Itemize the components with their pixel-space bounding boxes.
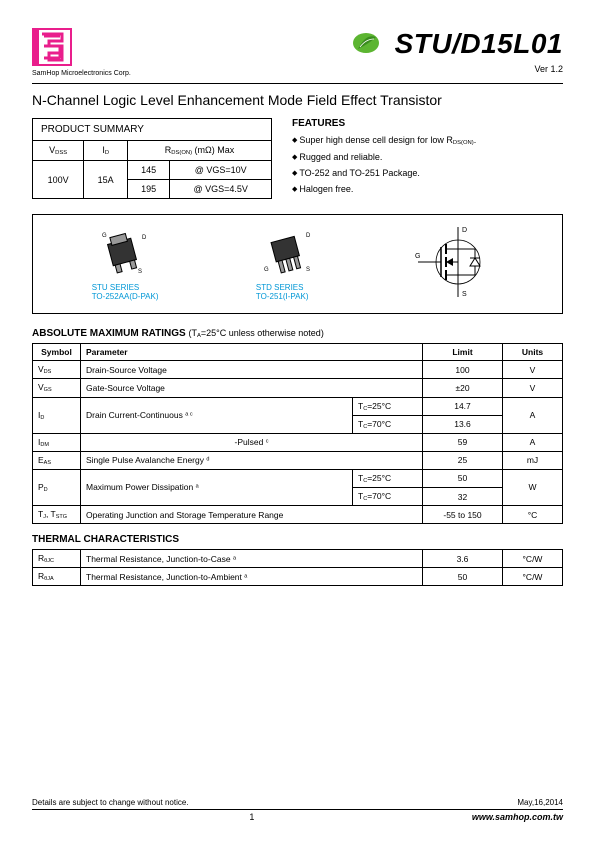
table-row: IDM -Pulsed c 59 A [33, 433, 563, 451]
page-subtitle: N-Channel Logic Level Enhancement Mode F… [32, 92, 563, 108]
std-label2: TO-251(I-PAK) [256, 292, 316, 302]
feature-item: Rugged and reliable. [292, 152, 563, 162]
svg-text:G: G [415, 253, 420, 260]
ipak-icon: G D S [256, 227, 316, 277]
table-row: VDS Drain-Source Voltage 100 V [33, 361, 563, 379]
dpak-icon: G D S [92, 227, 152, 277]
package-stu: G D S STU SERIES TO-252AA(D-PAK) [92, 227, 159, 302]
page-header: SamHop Microelectronics Corp. STU/D15L01… [32, 28, 563, 77]
summary-col-id: ID [84, 141, 128, 161]
mosfet-symbol-icon: D G S [413, 222, 503, 302]
summary-rds1: 145 [128, 161, 170, 180]
std-label1: STD SERIES [256, 283, 316, 293]
feature-item: TO-252 and TO-251 Package. [292, 168, 563, 178]
abs-max-table: Symbol Parameter Limit Units VDS Drain-S… [32, 343, 563, 524]
svg-text:S: S [306, 267, 310, 273]
svg-text:D: D [462, 227, 467, 234]
company-logo-icon [32, 28, 72, 66]
version-label: Ver 1.2 [350, 64, 563, 74]
features-title: FEATURES [292, 118, 563, 129]
footer-url: www.samhop.com.tw [472, 812, 563, 822]
svg-text:S: S [138, 269, 142, 275]
part-number: STU/D15L01 [395, 28, 563, 60]
table-row: TJ, TSTG Operating Junction and Storage … [33, 506, 563, 524]
footer-disclaimer: Details are subject to change without no… [32, 798, 189, 807]
leaf-icon [350, 29, 382, 60]
table-row: PD Maximum Power Dissipation a TC=25°C 5… [33, 469, 563, 487]
svg-text:S: S [462, 291, 467, 298]
features-block: FEATURES Super high dense cell design fo… [292, 118, 563, 200]
summary-rds2: 195 [128, 180, 170, 199]
thermal-table: RθJC Thermal Resistance, Junction-to-Cas… [32, 549, 563, 586]
summary-col-rds: RDS(ON) (mΩ) Max [128, 141, 272, 161]
footer-date: May,16,2014 [517, 798, 563, 807]
svg-text:G: G [102, 233, 107, 239]
summary-features-row: PRODUCT SUMMARY VDSS ID RDS(ON) (mΩ) Max… [32, 118, 563, 200]
summary-id: 15A [84, 161, 128, 199]
summary-rds1-cond: @ VGS=10V [170, 161, 272, 180]
logo-area: SamHop Microelectronics Corp. [32, 28, 202, 77]
mosfet-symbol: D G S [413, 222, 503, 307]
stu-label2: TO-252AA(D-PAK) [92, 292, 159, 302]
product-summary-table: PRODUCT SUMMARY VDSS ID RDS(ON) (mΩ) Max… [32, 118, 272, 199]
summary-col-vdss: VDSS [33, 141, 84, 161]
summary-rds2-cond: @ VGS=4.5V [170, 180, 272, 199]
th-symbol: Symbol [33, 344, 81, 361]
svg-text:G: G [264, 267, 269, 273]
table-row: RθJC Thermal Resistance, Junction-to-Cas… [33, 550, 563, 568]
stu-label1: STU SERIES [92, 283, 159, 293]
table-row: EAS Single Pulse Avalanche Energy d 25 m… [33, 451, 563, 469]
feature-item: Halogen free. [292, 184, 563, 194]
svg-text:D: D [306, 233, 311, 239]
abs-max-title: ABSOLUTE MAXIMUM RATINGS (TA=25°C unless… [32, 328, 563, 339]
svg-text:D: D [142, 235, 147, 241]
th-param: Parameter [81, 344, 423, 361]
feature-item: Super high dense cell design for low RDS… [292, 135, 563, 146]
thermal-title: THERMAL CHARACTERISTICS [32, 534, 563, 545]
page-footer: Details are subject to change without no… [32, 798, 563, 822]
company-name: SamHop Microelectronics Corp. [32, 70, 202, 77]
table-row: RθJA Thermal Resistance, Junction-to-Amb… [33, 568, 563, 586]
packages-box: G D S STU SERIES TO-252AA(D-PAK) G D S S… [32, 214, 563, 314]
table-row: ID Drain Current-Continuous a c TC=25°C … [33, 397, 563, 415]
th-limit: Limit [423, 344, 503, 361]
features-list: Super high dense cell design for low RDS… [292, 135, 563, 194]
summary-title: PRODUCT SUMMARY [33, 119, 272, 141]
page-number: 1 [32, 812, 472, 822]
package-std: G D S STD SERIES TO-251(I-PAK) [256, 227, 316, 302]
title-area: STU/D15L01 Ver 1.2 [350, 28, 563, 74]
header-divider [32, 83, 563, 84]
summary-vdss: 100V [33, 161, 84, 199]
table-row: VGS Gate-Source Voltage ±20 V [33, 379, 563, 397]
th-units: Units [503, 344, 563, 361]
